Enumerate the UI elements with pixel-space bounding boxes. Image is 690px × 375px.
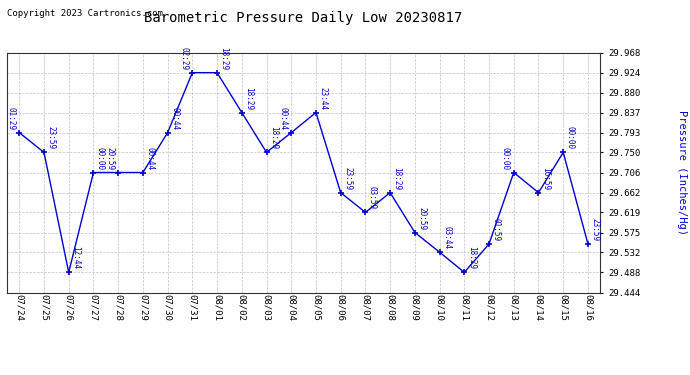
Text: 23:59: 23:59 (343, 167, 352, 190)
Text: 00:00: 00:00 (501, 147, 510, 170)
Text: 23:59: 23:59 (46, 126, 55, 150)
Text: Copyright 2023 Cartronics.com: Copyright 2023 Cartronics.com (7, 9, 163, 18)
Text: Pressure (Inches/Hg): Pressure (Inches/Hg) (677, 110, 687, 235)
Text: 18:29: 18:29 (244, 87, 253, 110)
Text: 00:00: 00:00 (96, 147, 105, 170)
Text: 18:29: 18:29 (393, 167, 402, 190)
Text: 18:29: 18:29 (466, 246, 476, 270)
Text: 00:44: 00:44 (278, 107, 288, 130)
Text: 01:29: 01:29 (6, 107, 15, 130)
Text: 23:59: 23:59 (591, 218, 600, 241)
Text: 02:29: 02:29 (179, 47, 188, 70)
Text: Barometric Pressure Daily Low 20230817: Barometric Pressure Daily Low 20230817 (144, 11, 463, 25)
Text: 00:00: 00:00 (566, 126, 575, 150)
Text: 03:44: 03:44 (442, 226, 451, 249)
Text: 00:44: 00:44 (170, 107, 179, 130)
Text: 18:29: 18:29 (219, 47, 228, 70)
Text: 23:44: 23:44 (318, 87, 328, 110)
Text: 18:29: 18:29 (269, 126, 278, 150)
Text: 00:44: 00:44 (146, 147, 155, 170)
Text: 20:59: 20:59 (417, 207, 426, 230)
Text: 01:59: 01:59 (491, 218, 500, 241)
Text: 20:59: 20:59 (106, 147, 115, 170)
Text: 03:59: 03:59 (368, 186, 377, 210)
Text: 12:44: 12:44 (71, 246, 80, 270)
Text: 16:59: 16:59 (541, 167, 550, 190)
